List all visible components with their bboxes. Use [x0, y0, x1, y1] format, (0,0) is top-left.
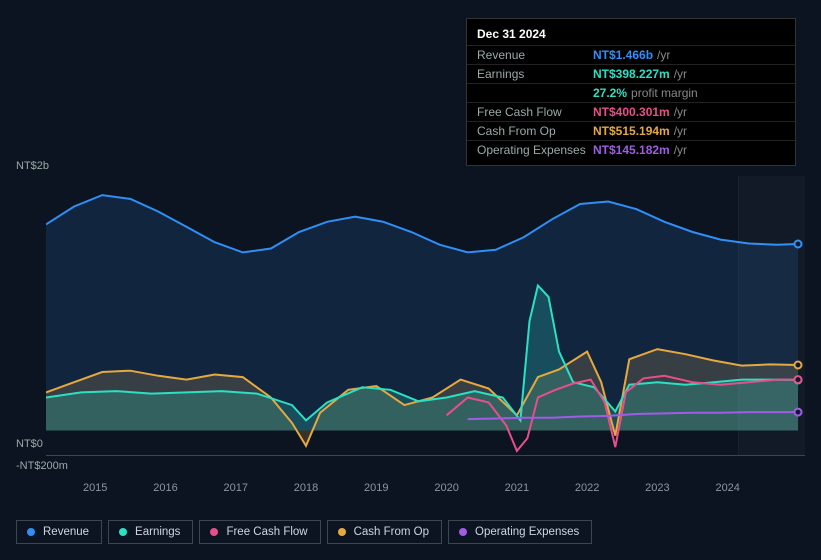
legend-dot-icon: [119, 528, 127, 536]
x-axis-label: 2017: [224, 482, 248, 494]
tooltip-row-label: Revenue: [477, 48, 593, 62]
legend-label: Earnings: [135, 526, 180, 538]
y-axis-label: NT$2b: [16, 160, 49, 172]
tooltip-row: RevenueNT$1.466b/yr: [467, 45, 795, 64]
tooltip-row-value: NT$515.194m: [593, 124, 670, 138]
legend-dot-icon: [338, 528, 346, 536]
tooltip-row-label: Free Cash Flow: [477, 105, 593, 119]
tooltip-row-unit: /yr: [674, 124, 687, 138]
tooltip-row-label: Earnings: [477, 67, 593, 81]
tooltip-row-value: NT$398.227m: [593, 67, 670, 81]
tooltip-row-label: Operating Expenses: [477, 143, 593, 157]
chart-legend: Revenue Earnings Free Cash Flow Cash From O…: [16, 520, 592, 544]
x-axis-label: 2019: [364, 482, 388, 494]
tooltip-row-unit: /yr: [674, 67, 687, 81]
tooltip-row: Free Cash FlowNT$400.301m/yr: [467, 102, 795, 121]
legend-label: Operating Expenses: [475, 526, 579, 538]
y-axis-label: -NT$200m: [16, 460, 68, 472]
tooltip-row-value: 27.2%: [593, 86, 627, 100]
future-region-shade: [738, 176, 805, 455]
chart-plot-area[interactable]: [46, 176, 805, 456]
chart-tooltip: Dec 31 2024 RevenueNT$1.466b/yrEarningsN…: [466, 18, 796, 166]
tooltip-row-unit: /yr: [674, 143, 687, 157]
tooltip-date: Dec 31 2024: [467, 25, 795, 45]
y-axis-label: NT$0: [16, 438, 43, 450]
legend-item-opex[interactable]: Operating Expenses: [448, 520, 592, 544]
legend-item-earnings[interactable]: Earnings: [108, 520, 193, 544]
x-axis-label: 2021: [505, 482, 529, 494]
tooltip-row-value: NT$400.301m: [593, 105, 670, 119]
legend-label: Revenue: [43, 526, 89, 538]
legend-dot-icon: [210, 528, 218, 536]
x-axis-label: 2015: [83, 482, 107, 494]
legend-item-cash_from_op[interactable]: Cash From Op: [327, 520, 442, 544]
tooltip-row-label: [477, 86, 593, 100]
tooltip-row-unit: /yr: [674, 105, 687, 119]
legend-dot-icon: [459, 528, 467, 536]
legend-item-fcf[interactable]: Free Cash Flow: [199, 520, 320, 544]
tooltip-row-unit: /yr: [657, 48, 670, 62]
x-axis-ticks: 2015 2016 2017 2018 2019 2020 2021 2022 2023 2024: [46, 482, 805, 502]
chart-svg: [46, 176, 805, 456]
tooltip-row: Cash From OpNT$515.194m/yr: [467, 121, 795, 140]
legend-label: Cash From Op: [354, 526, 429, 538]
x-axis-label: 2022: [575, 482, 599, 494]
tooltip-row-unit: profit margin: [631, 86, 698, 100]
tooltip-row-value: NT$145.182m: [593, 143, 670, 157]
x-axis-label: 2020: [434, 482, 458, 494]
legend-dot-icon: [27, 528, 35, 536]
tooltip-row: EarningsNT$398.227m/yr: [467, 64, 795, 83]
x-axis-label: 2024: [715, 482, 739, 494]
tooltip-row-value: NT$1.466b: [593, 48, 653, 62]
tooltip-row-label: Cash From Op: [477, 124, 593, 138]
legend-label: Free Cash Flow: [226, 526, 307, 538]
x-axis-label: 2023: [645, 482, 669, 494]
tooltip-row: 27.2% profit margin: [467, 83, 795, 102]
x-axis-label: 2016: [153, 482, 177, 494]
legend-item-revenue[interactable]: Revenue: [16, 520, 102, 544]
x-axis-label: 2018: [294, 482, 318, 494]
tooltip-row: Operating ExpensesNT$145.182m/yr: [467, 140, 795, 159]
